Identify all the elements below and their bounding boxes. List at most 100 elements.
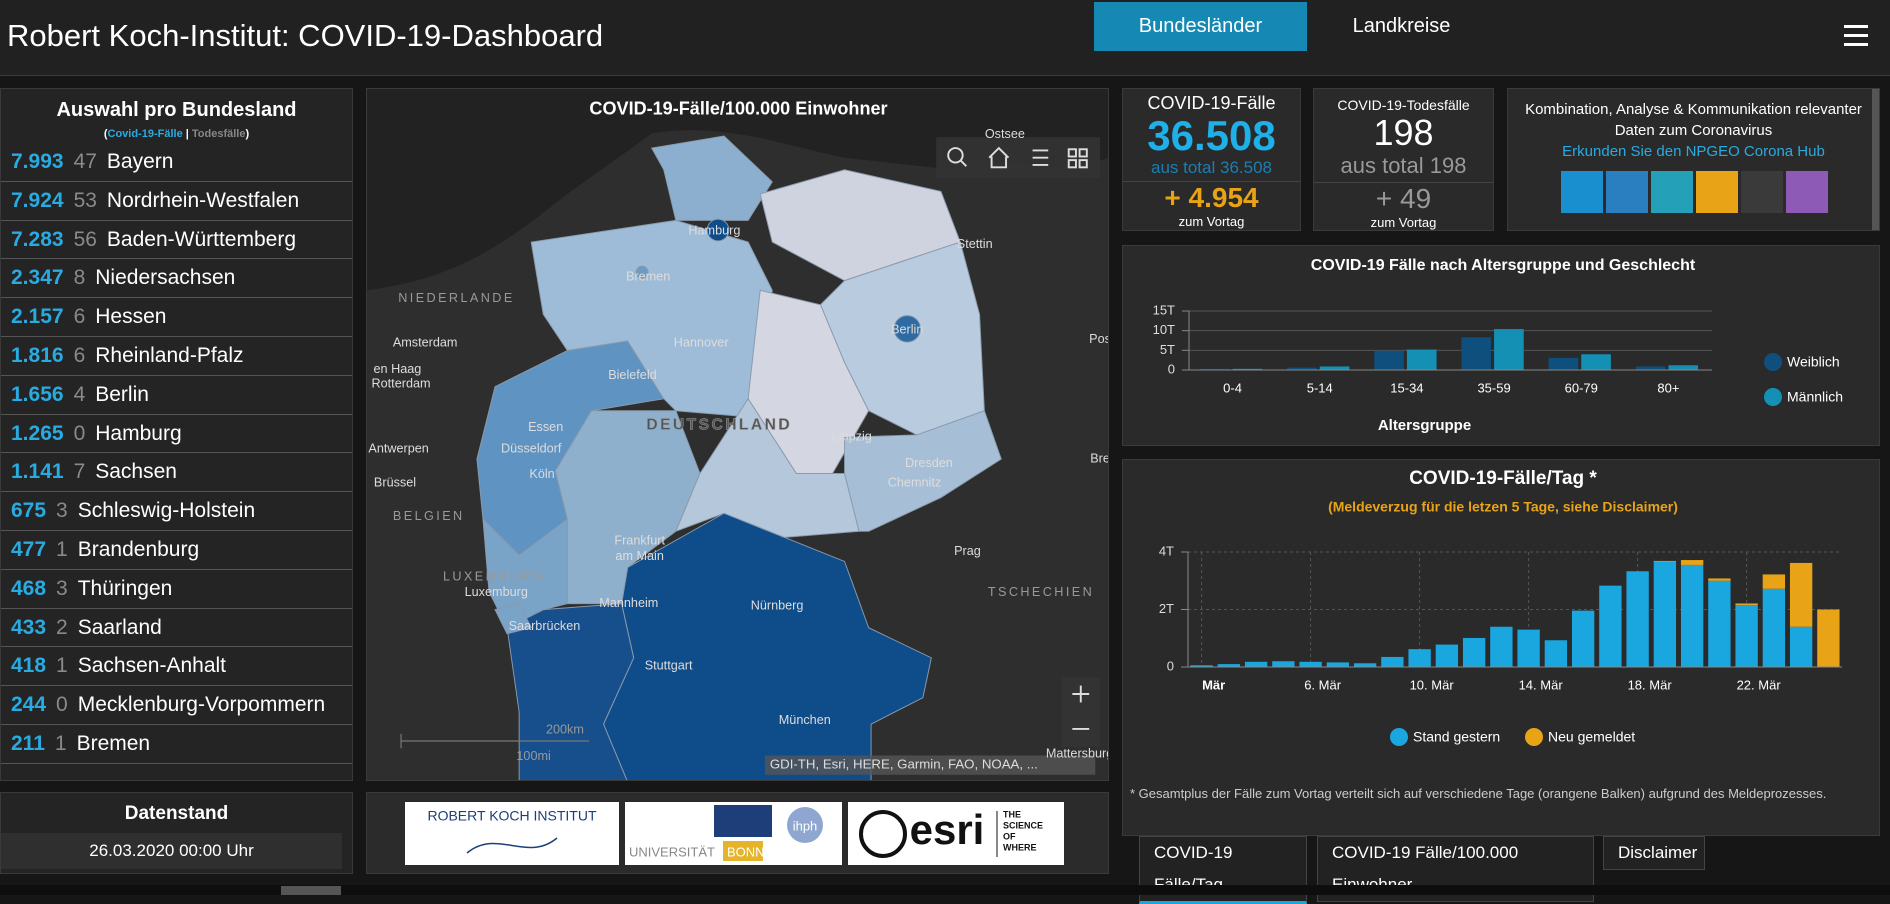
state-row[interactable]: 418 1 Sachsen-Anhalt [1, 647, 352, 687]
bar [1581, 354, 1611, 370]
state-deaths: 1 [56, 537, 68, 561]
bar [1408, 649, 1431, 667]
bar [1708, 580, 1731, 667]
state-deaths: 8 [73, 266, 86, 290]
bar [1494, 329, 1524, 370]
state-row[interactable]: 1.656 4 Berlin [1, 376, 352, 415]
logos-panel: ROBERT KOCH INSTITUT UNIVERSITÄT BONN ih… [366, 792, 1109, 874]
states-panel: Auswahl pro Bundesland (Covid-19-Fälle |… [0, 88, 353, 781]
state-row[interactable]: 433 2 Saarland [1, 609, 352, 648]
bar [1461, 337, 1492, 370]
datenstand-value: 26.03.2020 00:00 Uhr [1, 833, 342, 869]
map-label: Nürnberg [751, 598, 804, 612]
state-name: Berlin [95, 382, 149, 406]
state-row[interactable]: 468 3 Thüringen [1, 570, 352, 609]
bar [1789, 626, 1813, 667]
bar [1490, 626, 1513, 667]
bar [1353, 663, 1377, 667]
state-row[interactable]: 1.816 6 Rheinland-Pfalz [1, 337, 352, 376]
map-label: DEUTSCHLAND [646, 416, 792, 433]
state-cases: 7.283 [11, 227, 64, 251]
state-cases: 244 [11, 693, 47, 717]
legend-paren: ) [245, 128, 250, 140]
panel-legend: (Covid-19-Fälle | Todesfälle) [1, 128, 352, 140]
map-label: am Main [615, 549, 663, 563]
state-row[interactable]: 477 1 Brandenburg [1, 531, 352, 570]
panel-title: Datenstand [124, 803, 229, 824]
bar [1374, 350, 1404, 370]
bar [1680, 560, 1704, 565]
panel-title: Auswahl pro Bundesland [56, 99, 297, 121]
bar [1299, 661, 1322, 667]
state-deaths: 6 [73, 305, 86, 329]
scrollbar[interactable] [1872, 89, 1879, 230]
state-row[interactable]: 675 3 Schleswig-Holstein [1, 492, 352, 531]
legend-marker[interactable] [1525, 728, 1543, 746]
scroll-thumb[interactable] [281, 886, 341, 895]
state-row[interactable]: 211 1 Bremen [1, 725, 352, 764]
state-deaths: 53 [73, 188, 97, 212]
state-name: Hamburg [95, 421, 182, 445]
bar [1232, 368, 1263, 370]
state-cases: 1.265 [11, 421, 64, 445]
datenstand-panel: Datenstand 26.03.2020 00:00 Uhr [0, 792, 353, 874]
state-name: Bremen [76, 731, 151, 755]
map-label: Stuttgart [645, 659, 693, 673]
state-deaths: 47 [73, 150, 97, 173]
card-title: COVID-19-Todesfälle [1337, 97, 1470, 113]
x-tick-label: 22. Mär [1737, 677, 1782, 692]
daily-chart-panel: COVID-19-Fälle/Tag * (Meldeverzug für die… [1122, 459, 1880, 836]
legend-cases[interactable]: Covid-19-Fälle [107, 128, 183, 140]
state-deaths: 1 [54, 731, 67, 755]
state-row[interactable]: 7.924 53 Nordrhein-Westfalen [1, 182, 352, 221]
bar [1708, 578, 1731, 581]
scale-label: 200km [546, 723, 584, 737]
map-label: Antwerpen [368, 442, 428, 456]
scroll-track [0, 885, 1890, 895]
legend-deaths[interactable]: Todesfälle [191, 128, 246, 140]
logo-text: BONN [727, 844, 765, 859]
state-row[interactable]: 1.141 7 Sachsen [1, 453, 352, 493]
state-cases: 2.347 [11, 266, 64, 290]
state-row[interactable]: 2.157 6 Hessen [1, 298, 352, 337]
state-row[interactable]: 244 0 Mecklenburg-Vorpommern [1, 686, 352, 725]
legend-marker[interactable] [1764, 353, 1782, 371]
legend-marker[interactable] [1390, 728, 1408, 746]
state-name: Rheinland-Pfalz [95, 343, 244, 367]
state-cases: 2.157 [11, 305, 64, 329]
state-row[interactable]: 7.993 47 Bayern [1, 143, 352, 182]
hub-link[interactable]: Erkunden Sie den NPGEO Corona Hub [1562, 143, 1825, 160]
legend-marker[interactable] [1764, 388, 1782, 406]
hub-icons[interactable] [1559, 169, 1829, 215]
state-deaths: 2 [56, 615, 68, 639]
bar [1762, 574, 1786, 589]
bar [1817, 609, 1840, 667]
x-tick-label: 10. Mär [1410, 677, 1455, 692]
chart-title: COVID-19 Fälle nach Altersgruppe und Ges… [1311, 257, 1696, 274]
header: Robert Koch-Institut: COVID-19-Dashboard… [0, 0, 1890, 76]
bar [1599, 585, 1622, 667]
map-label: Mattersburg [1046, 747, 1109, 761]
logo-text: ihph [793, 818, 818, 833]
x-tick-label: 15-34 [1390, 380, 1423, 395]
bottom-tab[interactable]: Disclaimer [1603, 836, 1705, 870]
state-deaths: 0 [56, 693, 68, 717]
x-tick-label: 6. Mär [1304, 677, 1342, 692]
chart-title: COVID-19-Fälle/Tag * [1409, 468, 1597, 489]
state-row[interactable]: 1.265 0 Hamburg [1, 415, 352, 454]
tab-button[interactable]: Landkreise [1352, 15, 1451, 37]
state-row[interactable]: 7.283 56 Baden-Württemberg [1, 221, 352, 260]
state-name: Hessen [95, 305, 167, 329]
state-row[interactable]: 2.347 8 Niedersachsen [1, 259, 352, 299]
card-value: 36.508 [1147, 112, 1276, 159]
map-label: Frankfurt [614, 533, 665, 547]
y-tick-label: 10T [1153, 322, 1175, 337]
state-name: Bayern [106, 150, 174, 173]
tab-button[interactable]: Bundesländer [1094, 2, 1307, 51]
legend-paren: ( [103, 128, 108, 140]
y-tick-label: 0 [1168, 361, 1175, 376]
map-label: Köln [529, 467, 554, 481]
menu-icon[interactable] [1844, 24, 1870, 48]
